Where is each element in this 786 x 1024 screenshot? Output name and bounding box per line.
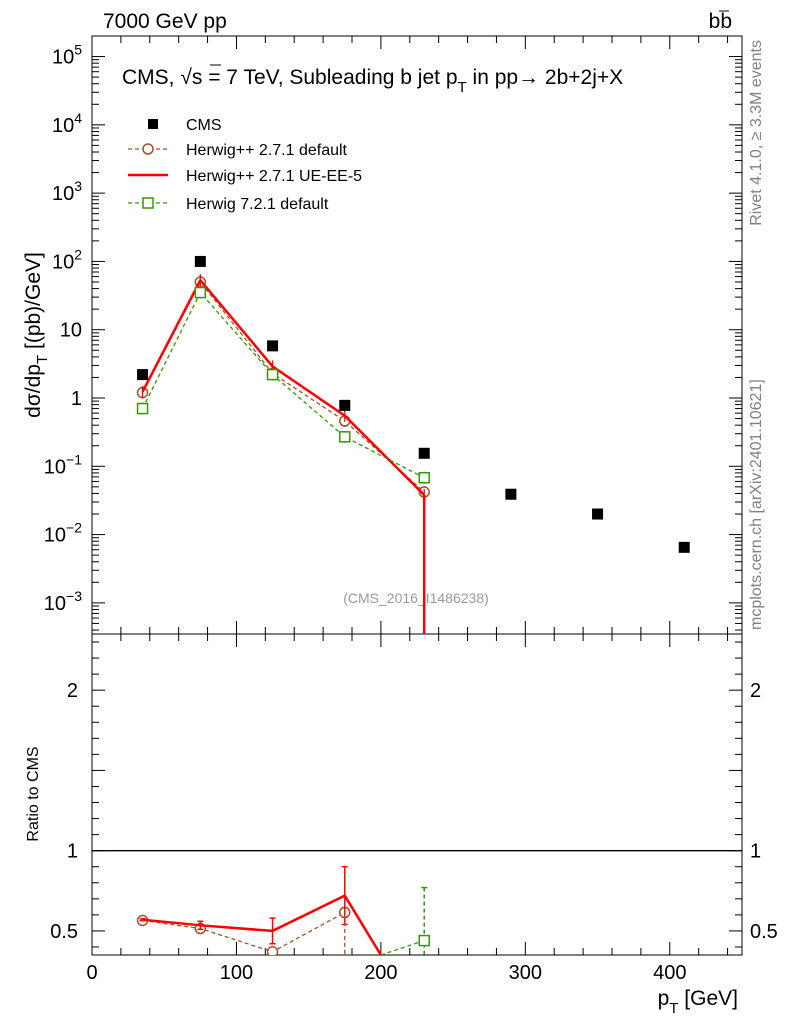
title-pre: CMS, [122, 66, 180, 89]
x-tick-label: 100 [220, 962, 253, 984]
tick-base: 10 [44, 593, 66, 615]
series-point-2 [418, 471, 430, 484]
legend: CMS Herwig++ 2.7.1 default Herwig++ 2.7.… [128, 117, 362, 213]
x-tick-label: 200 [364, 962, 397, 984]
cms-data-point [137, 369, 149, 381]
series-line-2 [141, 291, 425, 479]
tick-base: 10 [52, 47, 74, 69]
tick-base: 1 [71, 388, 82, 410]
xlabel-text: p [658, 987, 670, 1010]
tick-exponent: 4 [74, 110, 82, 126]
tick-exponent: −1 [66, 451, 82, 467]
y-tick-label-main: 1 [71, 388, 82, 410]
title-post: = 7 TeV, Subleading b jet p [202, 66, 457, 89]
tick-exponent: −2 [66, 520, 82, 536]
series-point-2 [339, 431, 351, 443]
y-tick-label-main: 10−2 [44, 520, 82, 547]
legend-marker-herwig7 [142, 197, 154, 209]
mcplots-label: mcplots.cern.ch [arXiv:2401.10621] [748, 379, 765, 630]
rivet-label: Rivet 4.1.0, ≥ 3.3M events [748, 40, 765, 226]
tick-base: 10 [60, 320, 82, 342]
tick-base: 10 [52, 251, 74, 273]
header-energy-label: 7000 GeV pp [103, 10, 227, 33]
series-layer [136, 255, 690, 955]
tick-base: 10 [52, 115, 74, 137]
title-sub: T [458, 79, 467, 96]
y-tick-label-ratio-right: 1 [750, 841, 761, 863]
legend-marker-herwig-default [142, 143, 154, 155]
series-line-0 [141, 280, 425, 493]
legend-label-herwig7: Herwig 7.2.1 default [186, 196, 329, 213]
ratio-point-2 [418, 934, 430, 947]
ylabel-main-text: dσ/dp [22, 364, 45, 418]
y-tick-label-ratio: 0.5 [50, 921, 78, 943]
y-axis-label-main: dσ/dpT [(pb)/GeV] [22, 252, 51, 418]
ratio-line-2 [380, 939, 425, 955]
ylabel-main-unit: [(pb)/GeV] [22, 252, 45, 355]
tick-base: 10 [52, 183, 74, 205]
cms-data-point [505, 488, 517, 500]
x-tick-label: 300 [509, 962, 542, 984]
legend-label-herwig-default: Herwig++ 2.7.1 default [186, 142, 348, 159]
legend-label-herwig-ueee5: Herwig++ 2.7.1 UE-EE-5 [186, 168, 362, 185]
header-process-bbar: b [720, 10, 732, 33]
legend-label-cms: CMS [186, 117, 222, 134]
y-axis-label-ratio: Ratio to CMS [25, 746, 42, 841]
tick-exponent: −3 [66, 588, 82, 604]
cms-data-point [194, 255, 206, 267]
analysis-watermark: (CMS_2016_I1486238) [343, 590, 489, 606]
y-tick-label-ratio: 2 [67, 680, 78, 702]
tick-base: 10 [44, 456, 66, 478]
axes-layer: 0 100 200 300 40010510410310210110−110−210−3… [44, 35, 778, 984]
x-tick-label: 0 [86, 962, 97, 984]
y-tick-label-main: 104 [52, 110, 82, 137]
x-tick-label: 400 [653, 962, 686, 984]
y-tick-label-main: 102 [52, 246, 82, 273]
xlabel-sub: T [669, 1000, 678, 1017]
plot-title: CMS, √s = 7 TeV, Subleading b jet pT in … [122, 66, 623, 96]
ratio-point-0 [266, 946, 279, 955]
cms-data-point [267, 340, 279, 352]
title-s: s [192, 66, 203, 89]
tick-exponent: 3 [74, 178, 82, 194]
cms-data-point [678, 541, 690, 553]
main-panel-series [136, 255, 690, 634]
xlabel-unit: [GeV] [678, 987, 738, 1010]
series-line-1 [141, 278, 426, 496]
header-process-b: b [709, 10, 721, 33]
cms-data-point [592, 508, 604, 520]
tick-exponent: 5 [74, 42, 82, 58]
y-tick-label-ratio-right: 2 [750, 680, 761, 702]
series-point-2 [136, 402, 149, 415]
ratio-line-0 [142, 911, 346, 953]
y-tick-label-ratio-right: 0.5 [750, 921, 778, 943]
title-end: in pp→ 2b+2j+X [467, 66, 623, 89]
tick-base: 10 [44, 525, 66, 547]
y-tick-label-main: 105 [52, 42, 82, 69]
y-tick-label-main: 10 [60, 320, 82, 342]
y-tick-label-main: 103 [52, 178, 82, 205]
x-axis-label: pT [GeV] [658, 987, 738, 1017]
series-point-2 [194, 286, 207, 299]
cms-data-point [339, 399, 351, 411]
ratio-plot-frame [91, 633, 743, 956]
title-sqrt: √ [180, 66, 192, 89]
header-process-label: bb [709, 10, 732, 33]
legend-marker-cms [148, 119, 158, 129]
y-tick-label-main: 10−3 [44, 588, 82, 615]
cms-data-point [418, 447, 430, 459]
y-tick-label-main: 10−1 [44, 451, 82, 478]
y-tick-label-ratio: 1 [67, 841, 78, 863]
ratio-panel-series [136, 865, 430, 955]
ylabel-main-sub: T [34, 355, 51, 364]
series-point-2 [266, 368, 279, 381]
tick-exponent: 2 [74, 246, 82, 262]
